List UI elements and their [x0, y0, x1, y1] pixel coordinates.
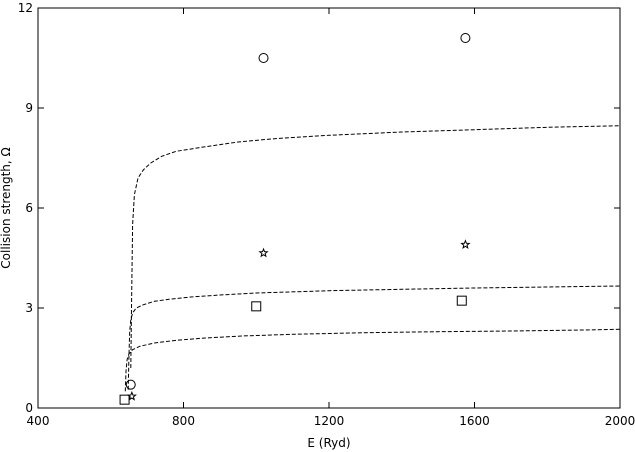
- x-tick-label: 2000: [605, 414, 635, 428]
- y-tick-label: 6: [25, 201, 33, 215]
- circle-marker: [125, 379, 136, 390]
- x-tick-label: 800: [172, 414, 195, 428]
- dashed-curve-3: [124, 328, 621, 392]
- ticks-layer: 400 800 1200 1600 2000 0 3 6 9 12: [18, 1, 635, 428]
- square-marker: [456, 295, 467, 306]
- circle-marker: [460, 33, 471, 43]
- square-marker: [251, 301, 262, 312]
- plot-frame: [37, 7, 621, 409]
- x-tick-label: 1600: [459, 414, 490, 428]
- x-tick-label: 400: [27, 414, 50, 428]
- dashed-curve-2: [127, 285, 621, 390]
- star-marker: [258, 247, 269, 258]
- y-tick-label: 3: [25, 301, 33, 315]
- x-tick-label: 1200: [314, 414, 345, 428]
- y-tick-label: 12: [18, 1, 33, 15]
- square-marker: [119, 394, 130, 405]
- markers-layer: [119, 33, 471, 405]
- y-tick-label: 0: [25, 401, 33, 415]
- dashed-curve-1: [130, 125, 621, 369]
- curves-layer: [124, 125, 621, 392]
- star-marker: [460, 239, 471, 250]
- x-axis-label: E (Ryd): [307, 436, 350, 450]
- y-tick-label: 9: [25, 101, 33, 115]
- y-axis-label: Collision strength, Ω: [0, 147, 13, 268]
- circle-marker: [258, 53, 269, 63]
